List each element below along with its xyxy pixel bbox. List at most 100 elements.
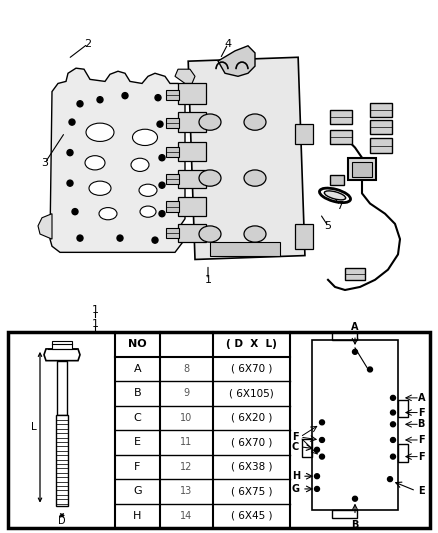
- Text: ( 6X70 ): ( 6X70 ): [231, 364, 272, 374]
- Text: A: A: [417, 393, 425, 403]
- Circle shape: [319, 454, 325, 459]
- Text: ( 6X70 ): ( 6X70 ): [231, 438, 272, 447]
- Polygon shape: [38, 214, 52, 239]
- Text: G: G: [292, 484, 300, 494]
- Ellipse shape: [244, 226, 266, 242]
- Text: 11: 11: [180, 438, 193, 447]
- Ellipse shape: [244, 170, 266, 186]
- Bar: [178, 224, 206, 242]
- Circle shape: [159, 155, 165, 161]
- Circle shape: [391, 395, 396, 400]
- Circle shape: [97, 96, 103, 103]
- Bar: [330, 175, 344, 185]
- Ellipse shape: [199, 114, 221, 130]
- Bar: [330, 110, 352, 124]
- Circle shape: [159, 211, 165, 217]
- Polygon shape: [218, 46, 255, 76]
- Circle shape: [122, 93, 128, 99]
- Text: G: G: [133, 487, 142, 496]
- Bar: [398, 444, 408, 462]
- Text: B: B: [134, 389, 141, 399]
- Ellipse shape: [131, 158, 149, 172]
- Text: H: H: [133, 511, 141, 521]
- Bar: [352, 162, 372, 177]
- Bar: [370, 120, 392, 134]
- Bar: [178, 84, 206, 104]
- Circle shape: [314, 447, 319, 452]
- Polygon shape: [50, 68, 185, 252]
- Ellipse shape: [89, 181, 111, 196]
- Text: B: B: [417, 419, 425, 429]
- Text: ( 6X45 ): ( 6X45 ): [231, 511, 272, 521]
- Circle shape: [152, 237, 158, 243]
- Text: E: E: [134, 438, 141, 447]
- Bar: [57, 361, 67, 416]
- Text: ( 6X75 ): ( 6X75 ): [231, 487, 272, 496]
- Text: H: H: [292, 471, 300, 481]
- Bar: [166, 174, 179, 184]
- Circle shape: [77, 235, 83, 241]
- Circle shape: [353, 350, 357, 354]
- Bar: [166, 90, 179, 100]
- Bar: [370, 139, 392, 152]
- Text: 14: 14: [180, 511, 193, 521]
- Circle shape: [157, 121, 163, 127]
- Text: 7: 7: [336, 200, 343, 211]
- Bar: [312, 340, 398, 511]
- Circle shape: [314, 474, 319, 479]
- Circle shape: [391, 454, 396, 459]
- Text: 1: 1: [92, 305, 99, 316]
- Text: 6: 6: [364, 165, 371, 175]
- Text: C: C: [134, 413, 141, 423]
- Polygon shape: [44, 349, 80, 361]
- Text: 8: 8: [184, 364, 190, 374]
- Text: 10: 10: [180, 413, 193, 423]
- Bar: [56, 416, 68, 506]
- Ellipse shape: [133, 129, 158, 146]
- Circle shape: [159, 182, 165, 188]
- Bar: [332, 511, 357, 518]
- Bar: [52, 341, 72, 349]
- Text: 5: 5: [325, 221, 332, 231]
- Ellipse shape: [140, 206, 156, 217]
- Text: F: F: [292, 432, 299, 442]
- Text: 1: 1: [92, 319, 99, 329]
- Bar: [345, 268, 365, 280]
- Circle shape: [319, 420, 325, 425]
- Text: A: A: [134, 364, 141, 374]
- Ellipse shape: [199, 226, 221, 242]
- Text: B: B: [351, 520, 359, 530]
- Text: A: A: [351, 322, 359, 332]
- Text: F: F: [418, 408, 425, 417]
- Text: 2: 2: [85, 39, 92, 49]
- Text: 12: 12: [180, 462, 193, 472]
- Text: 4: 4: [224, 39, 232, 49]
- Bar: [398, 400, 408, 417]
- Circle shape: [391, 410, 396, 415]
- Circle shape: [72, 208, 78, 215]
- Text: 1: 1: [205, 275, 212, 285]
- Text: ( D  X  L): ( D X L): [226, 340, 277, 350]
- Bar: [166, 118, 179, 128]
- Text: ( 6X38 ): ( 6X38 ): [231, 462, 272, 472]
- Circle shape: [155, 95, 161, 101]
- Text: 9: 9: [184, 389, 190, 399]
- Bar: [370, 103, 392, 117]
- Circle shape: [67, 150, 73, 156]
- Text: F: F: [134, 462, 141, 472]
- Circle shape: [67, 180, 73, 186]
- Circle shape: [117, 235, 123, 241]
- Bar: [166, 147, 179, 157]
- Circle shape: [314, 487, 319, 491]
- Circle shape: [319, 438, 325, 442]
- Circle shape: [391, 438, 396, 442]
- Bar: [295, 224, 313, 249]
- Text: F: F: [418, 451, 425, 462]
- Text: F: F: [418, 435, 425, 445]
- Bar: [330, 130, 352, 144]
- Ellipse shape: [86, 123, 114, 141]
- Bar: [178, 142, 206, 161]
- Bar: [348, 158, 376, 180]
- Text: ( 6X20 ): ( 6X20 ): [231, 413, 272, 423]
- Circle shape: [69, 119, 75, 125]
